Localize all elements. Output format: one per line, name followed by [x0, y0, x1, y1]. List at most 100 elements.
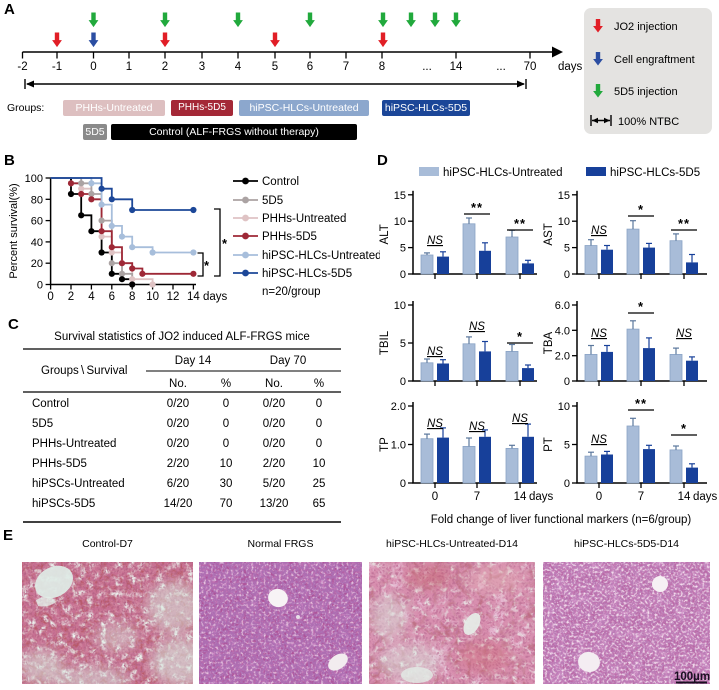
svg-text:15: 15: [558, 190, 570, 202]
svg-text:12: 12: [167, 291, 180, 303]
svg-text:10: 10: [313, 458, 326, 470]
svg-text:*: *: [681, 421, 687, 436]
svg-text:*: *: [517, 329, 523, 344]
svg-text:-1: -1: [52, 61, 62, 73]
svg-text:days: days: [693, 491, 718, 503]
svg-text:Day 70: Day 70: [270, 355, 306, 367]
svg-text:2.0: 2.0: [391, 401, 406, 413]
svg-text:3: 3: [199, 61, 205, 73]
svg-text:Fold change of liver functiona: Fold change of liver functional markers …: [431, 514, 692, 526]
svg-text:5: 5: [400, 243, 406, 255]
svg-text:Control: Control: [32, 398, 69, 410]
svg-text:1: 1: [126, 61, 132, 73]
svg-text:TBA: TBA: [543, 331, 555, 354]
svg-text:Percent survival(%): Percent survival(%): [8, 183, 20, 278]
svg-text:7: 7: [638, 491, 644, 503]
svg-text:Day 14: Day 14: [175, 355, 212, 367]
svg-text:2.0: 2.0: [555, 351, 570, 363]
svg-text:NS: NS: [427, 346, 443, 358]
svg-text:**: **: [678, 216, 690, 231]
svg-text:0: 0: [564, 376, 570, 388]
svg-text:8: 8: [379, 61, 385, 73]
svg-text:8: 8: [129, 291, 135, 303]
svg-text:days: days: [529, 491, 554, 503]
svg-text:2: 2: [68, 291, 74, 303]
svg-text:25: 25: [313, 478, 326, 490]
svg-text:PHHs-Untreated: PHHs-Untreated: [32, 438, 116, 450]
svg-text:%: %: [314, 378, 324, 390]
svg-text:...: ...: [422, 61, 432, 73]
svg-text:4: 4: [88, 291, 95, 303]
svg-text:0: 0: [223, 418, 229, 430]
svg-text:PT: PT: [543, 437, 555, 452]
svg-text:10: 10: [220, 458, 233, 470]
svg-text:hiPSC-HLCs-Untreated: hiPSC-HLCs-Untreated: [262, 250, 380, 262]
svg-text:%: %: [221, 378, 231, 390]
svg-text:10: 10: [146, 291, 159, 303]
svg-text:0: 0: [316, 418, 322, 430]
svg-text:0/20: 0/20: [263, 438, 285, 450]
svg-text:hiPSC-HLCs-5D5: hiPSC-HLCs-5D5: [262, 268, 352, 280]
svg-text:0: 0: [316, 438, 322, 450]
svg-text:0: 0: [596, 491, 602, 503]
svg-text:PHHs-5D5: PHHs-5D5: [262, 231, 317, 243]
svg-text:14: 14: [187, 291, 200, 303]
svg-text:hiPSCs-Untreated: hiPSCs-Untreated: [32, 478, 125, 490]
svg-text:5D5: 5D5: [262, 195, 283, 207]
svg-text:7: 7: [343, 61, 349, 73]
svg-text:Survival statistics of JO2 ind: Survival statistics of JO2 induced ALF-F…: [54, 331, 310, 343]
svg-text:6: 6: [307, 61, 313, 73]
svg-text:7: 7: [474, 491, 480, 503]
svg-text:NS: NS: [469, 321, 485, 333]
svg-text:100µm: 100µm: [674, 671, 710, 683]
svg-text:0/20: 0/20: [167, 438, 189, 450]
svg-text:13/20: 13/20: [260, 498, 289, 510]
svg-text:-2: -2: [17, 61, 27, 73]
svg-text:6.0: 6.0: [555, 300, 570, 312]
svg-text:60: 60: [31, 216, 43, 228]
svg-text:PHHs-5D5: PHHs-5D5: [32, 458, 87, 470]
svg-text:5/20: 5/20: [263, 478, 285, 490]
svg-text:NS: NS: [427, 235, 443, 247]
svg-text:NS: NS: [427, 418, 443, 430]
svg-text:14/20: 14/20: [164, 498, 193, 510]
svg-text:0: 0: [316, 398, 322, 410]
svg-text:14: 14: [678, 491, 691, 503]
svg-text:0: 0: [400, 269, 406, 281]
svg-text:days: days: [203, 291, 228, 303]
svg-text:2/20: 2/20: [263, 458, 285, 470]
svg-text:*: *: [222, 236, 228, 251]
svg-text:4.0: 4.0: [555, 325, 570, 337]
svg-text:ALT: ALT: [379, 224, 391, 244]
svg-text:NS: NS: [591, 328, 607, 340]
svg-text:1.0: 1.0: [391, 440, 406, 452]
svg-text:40: 40: [31, 237, 43, 249]
svg-text:0: 0: [400, 376, 406, 388]
svg-text:**: **: [635, 396, 647, 411]
svg-text:*: *: [638, 202, 644, 217]
svg-text:14: 14: [514, 491, 527, 503]
svg-text:No.: No.: [265, 378, 283, 390]
svg-text:100: 100: [25, 173, 43, 185]
svg-text:0/20: 0/20: [263, 398, 285, 410]
svg-text:0: 0: [564, 478, 570, 490]
svg-text:14: 14: [450, 61, 463, 73]
svg-text:0: 0: [432, 491, 438, 503]
svg-text:10: 10: [558, 401, 570, 413]
svg-text:5: 5: [564, 440, 570, 452]
svg-text:70: 70: [524, 61, 537, 73]
svg-text:0/20: 0/20: [167, 398, 189, 410]
svg-text:10: 10: [394, 300, 406, 312]
svg-text:...: ...: [496, 61, 506, 73]
svg-text:hiPSC-HLCs-Untreated: hiPSC-HLCs-Untreated: [443, 167, 563, 179]
svg-text:0/20: 0/20: [167, 418, 189, 430]
svg-text:0: 0: [564, 269, 570, 281]
svg-text:2: 2: [162, 61, 168, 73]
svg-text:4: 4: [235, 61, 242, 73]
svg-text:0: 0: [223, 398, 229, 410]
svg-text:PHHs-Untreated: PHHs-Untreated: [262, 213, 346, 225]
svg-text:6: 6: [109, 291, 115, 303]
svg-text:0/20: 0/20: [263, 418, 285, 430]
svg-text:NS: NS: [591, 225, 607, 237]
svg-text:TBIL: TBIL: [379, 330, 391, 355]
